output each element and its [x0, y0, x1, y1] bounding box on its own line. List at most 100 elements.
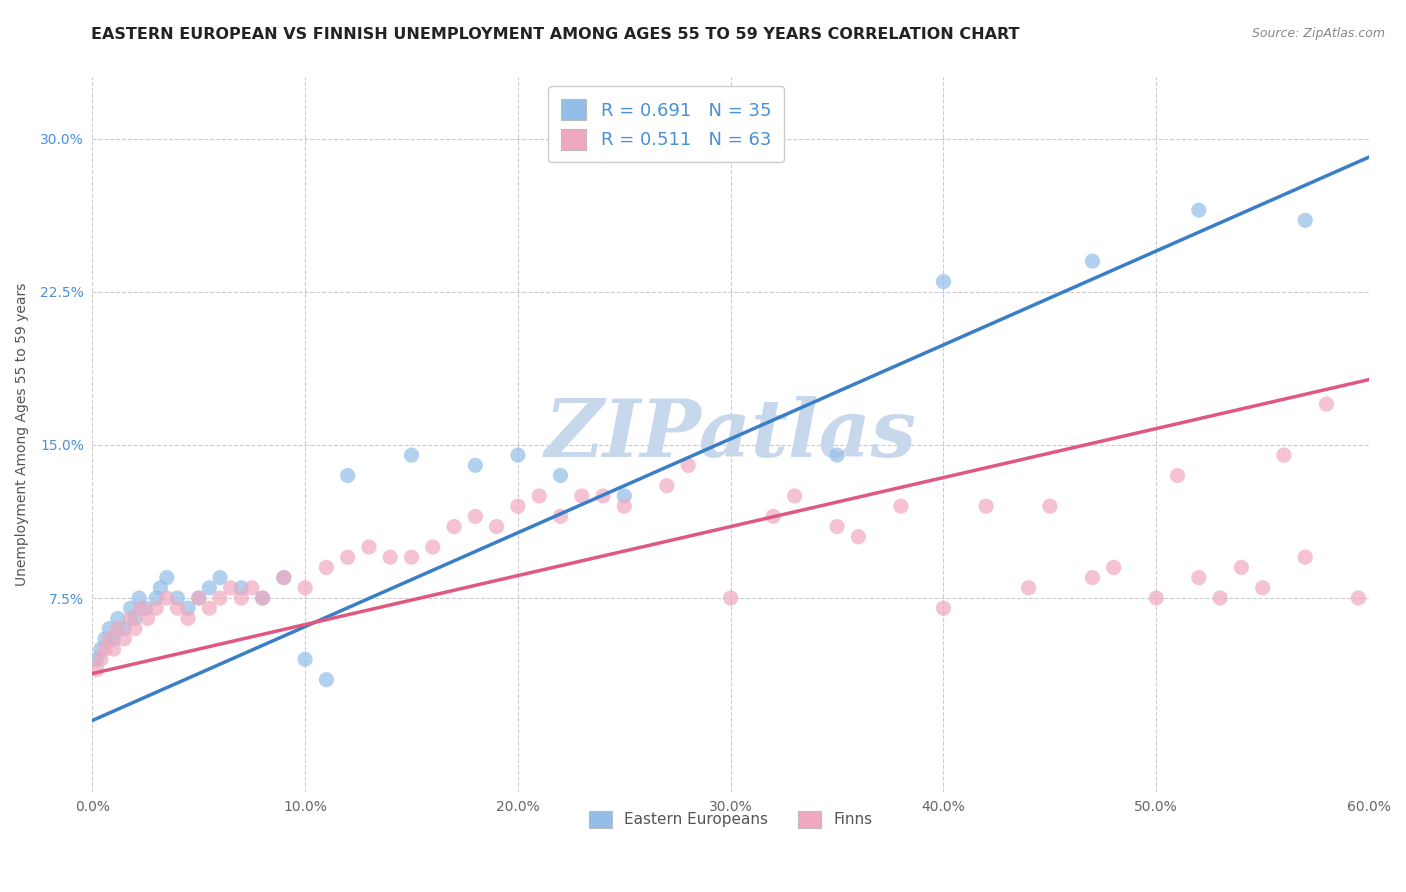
Point [240, 581, 263, 595]
Point [136, 611, 159, 625]
Point [156, 591, 179, 605]
Point [294, 581, 316, 595]
Point [506, 448, 529, 462]
Point [1272, 448, 1295, 462]
Point [890, 499, 912, 513]
Point [90, 652, 112, 666]
Point [401, 550, 423, 565]
Point [273, 571, 295, 585]
Point [103, 642, 125, 657]
Point [128, 591, 150, 605]
Point [1230, 560, 1253, 574]
Point [1188, 203, 1211, 218]
Point [149, 581, 172, 595]
Point [107, 622, 129, 636]
Point [1102, 560, 1125, 574]
Text: EASTERN EUROPEAN VS FINNISH UNEMPLOYMENT AMONG AGES 55 TO 59 YEARS CORRELATION C: EASTERN EUROPEAN VS FINNISH UNEMPLOYMENT… [91, 27, 1019, 42]
Point [336, 550, 359, 565]
Point [1167, 468, 1189, 483]
Point [134, 601, 156, 615]
Point [124, 611, 146, 625]
Point [112, 622, 135, 636]
Point [166, 601, 188, 615]
Point [219, 581, 242, 595]
Point [380, 550, 402, 565]
Point [848, 530, 870, 544]
Point [198, 581, 221, 595]
Y-axis label: Unemployment Among Ages 55 to 59 years: Unemployment Among Ages 55 to 59 years [15, 283, 30, 586]
Point [166, 591, 188, 605]
Point [1144, 591, 1167, 605]
Point [1294, 213, 1316, 227]
Point [783, 489, 806, 503]
Point [357, 540, 380, 554]
Point [443, 519, 465, 533]
Point [825, 519, 848, 533]
Point [527, 489, 550, 503]
Point [825, 448, 848, 462]
Point [145, 591, 167, 605]
Point [208, 571, 231, 585]
Point [252, 591, 274, 605]
Point [932, 275, 955, 289]
Point [94, 642, 117, 657]
Point [1209, 591, 1232, 605]
Point [124, 622, 146, 636]
Point [485, 519, 508, 533]
Point [177, 601, 200, 615]
Point [506, 499, 529, 513]
Point [1081, 571, 1104, 585]
Point [315, 673, 337, 687]
Point [550, 468, 572, 483]
Point [120, 601, 142, 615]
Point [720, 591, 742, 605]
Point [401, 448, 423, 462]
Point [336, 468, 359, 483]
Point [655, 479, 678, 493]
Point [94, 632, 117, 646]
Point [231, 591, 253, 605]
Point [1315, 397, 1337, 411]
Point [107, 611, 129, 625]
Point [145, 601, 167, 615]
Point [1039, 499, 1062, 513]
Point [464, 458, 486, 473]
Text: ZIPatlas: ZIPatlas [544, 396, 917, 474]
Point [974, 499, 997, 513]
Point [1018, 581, 1040, 595]
Point [86, 663, 108, 677]
Point [86, 652, 108, 666]
Point [550, 509, 572, 524]
Point [187, 591, 209, 605]
Point [932, 601, 955, 615]
Point [156, 571, 179, 585]
Point [129, 601, 152, 615]
Point [177, 611, 200, 625]
Point [315, 560, 337, 574]
Text: Source: ZipAtlas.com: Source: ZipAtlas.com [1251, 27, 1385, 40]
Point [208, 591, 231, 605]
Point [422, 540, 444, 554]
Point [571, 489, 593, 503]
Point [98, 622, 121, 636]
Point [294, 652, 316, 666]
Point [676, 458, 699, 473]
Point [112, 632, 135, 646]
Point [1188, 571, 1211, 585]
Point [252, 591, 274, 605]
Point [98, 632, 121, 646]
Point [231, 581, 253, 595]
Point [103, 632, 125, 646]
Point [273, 571, 295, 585]
Point [613, 499, 636, 513]
Point [90, 642, 112, 657]
Legend: Eastern Europeans, Finns: Eastern Europeans, Finns [582, 805, 879, 834]
Point [1347, 591, 1369, 605]
Point [120, 611, 142, 625]
Point [762, 509, 785, 524]
Point [613, 489, 636, 503]
Point [187, 591, 209, 605]
Point [592, 489, 614, 503]
Point [1081, 254, 1104, 268]
Point [464, 509, 486, 524]
